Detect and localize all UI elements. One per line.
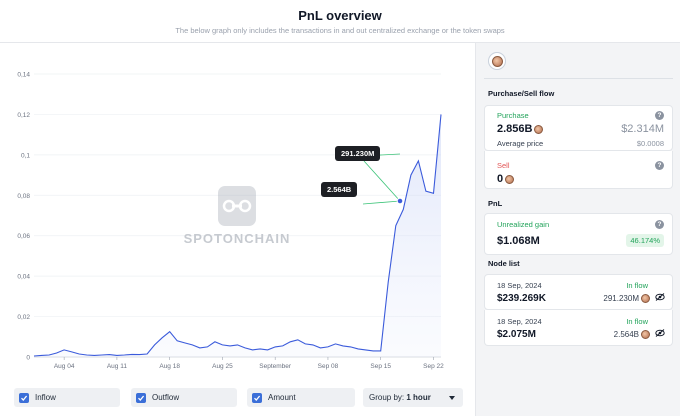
node-usd: $239.269K xyxy=(497,293,546,304)
outflow-checkbox[interactable] xyxy=(136,392,146,403)
x-tick-label: Sep 22 xyxy=(423,363,444,370)
panel-divider xyxy=(484,78,673,79)
unrealized-card: Unrealized gain ? $1.068M 46.174% xyxy=(484,213,673,255)
node-list-title: Node list xyxy=(488,259,520,268)
purchase-sell-title: Purchase/Sell flow xyxy=(488,89,555,98)
sell-label: Sell xyxy=(497,161,510,170)
y-tick-label: 0,1 xyxy=(21,152,30,159)
node-amount-row: 291.230M xyxy=(603,294,650,304)
eye-off-icon[interactable] xyxy=(655,329,665,337)
x-tick-label: Aug 18 xyxy=(159,363,180,370)
node-amount-row: 2.564B xyxy=(613,330,650,340)
x-tick-label: Sep 15 xyxy=(370,363,391,370)
purchase-amount-row: 2.856B xyxy=(497,123,544,135)
page-title: PnL overview xyxy=(298,8,382,23)
node-usd: $2.075M xyxy=(497,329,536,340)
chart-controls: Inflow Outflow Amount Group by: 1 hour xyxy=(0,383,475,411)
eye-off-icon[interactable] xyxy=(655,293,665,301)
x-tick-label: September xyxy=(259,363,292,370)
sell-amount-row: 0 xyxy=(497,173,515,185)
token-icon xyxy=(534,124,544,134)
annotation-node-point[interactable] xyxy=(396,197,404,205)
x-tick-label: Aug 25 xyxy=(212,363,233,370)
purchase-label: Purchase xyxy=(497,111,529,120)
amount-label: Amount xyxy=(268,393,296,402)
amount-checkbox[interactable] xyxy=(252,392,262,403)
token-icon xyxy=(491,55,503,67)
y-tick-label: 0,02 xyxy=(17,314,30,321)
x-tick-label: Aug 11 xyxy=(107,363,128,370)
sell-card: Sell ? 0 xyxy=(484,151,673,189)
unrealized-label: Unrealized gain xyxy=(497,220,550,229)
header: PnL overview The below graph only includ… xyxy=(0,0,680,42)
annotation-connector-1b xyxy=(363,160,401,202)
unrealized-value: $1.068M xyxy=(497,235,540,247)
y-tick-label: 0,12 xyxy=(17,112,30,119)
group-by-text: Group by: 1 hour xyxy=(369,393,431,402)
watermark-text: SPOTONCHAIN xyxy=(184,231,291,246)
chart-svg[interactable]: 0 0,02 0,04 0,06 0,08 0,1 0,12 0,14 Aug 04 Aug 1… xyxy=(0,43,475,373)
purchase-help-icon[interactable]: ? xyxy=(655,111,664,120)
token-icon xyxy=(505,174,515,184)
watermark-logo xyxy=(218,186,256,226)
token-icon xyxy=(641,294,650,304)
group-by-value: 1 hour xyxy=(406,393,431,402)
unrealized-help-icon[interactable]: ? xyxy=(655,220,664,229)
purchase-card: Purchase ? 2.856B $2.314M Average price … xyxy=(484,105,673,151)
outflow-toggle[interactable]: Outflow xyxy=(131,388,237,407)
annotation-tooltip-2[interactable]: 2.564B xyxy=(321,182,358,197)
token-icon xyxy=(641,330,650,340)
watermark-logo-link-right xyxy=(238,199,252,213)
y-axis-ticks: 0 0,02 0,04 0,06 0,08 0,1 0,12 0,14 xyxy=(17,72,30,362)
inflow-checkbox[interactable] xyxy=(19,392,29,403)
y-tick-label: 0,14 xyxy=(17,72,30,79)
chevron-down-icon xyxy=(449,395,455,400)
node-date: 18 Sep, 2024 xyxy=(497,281,542,290)
watermark-logo-link-left xyxy=(222,199,236,213)
purchase-amount: 2.856B xyxy=(497,123,533,135)
average-price-label: Average price xyxy=(497,139,544,148)
purchase-usd: $2.314M xyxy=(621,123,664,135)
y-tick-label: 0,08 xyxy=(17,193,30,200)
node-flow: In flow xyxy=(626,317,648,326)
group-by-select[interactable]: Group by: 1 hour xyxy=(363,388,463,407)
series-area xyxy=(34,114,441,358)
watermark-logo-box xyxy=(218,186,256,226)
node-list-item[interactable]: 18 Sep, 2024 In flow $239.269K 291.230M xyxy=(484,274,673,310)
inflow-toggle[interactable]: Inflow xyxy=(14,388,120,407)
annotation-connector-2 xyxy=(362,200,401,205)
watermark-logo-link-bar xyxy=(232,204,242,208)
side-panel: Purchase/Sell flow Purchase ? 2.856B $2.… xyxy=(475,43,680,416)
header-divider xyxy=(0,42,680,43)
series-line xyxy=(33,114,442,357)
sell-help-icon[interactable]: ? xyxy=(655,161,664,170)
x-tick-label: Sep 08 xyxy=(318,363,339,370)
pnl-title: PnL xyxy=(488,199,503,208)
inflow-label: Inflow xyxy=(35,393,56,402)
average-price-value: $0.0008 xyxy=(636,139,664,148)
outflow-label: Outflow xyxy=(152,393,180,402)
pnl-chart[interactable]: 0 0,02 0,04 0,06 0,08 0,1 0,12 0,14 Aug 04 Aug 1… xyxy=(0,43,475,373)
token-avatar[interactable] xyxy=(488,52,506,70)
page-subtitle: The below graph only includes the transa… xyxy=(175,26,505,35)
sell-amount: 0 xyxy=(497,173,504,185)
annotation-tooltip-1[interactable]: 291.230M xyxy=(335,146,381,161)
node-flow: In flow xyxy=(626,281,648,290)
x-tick-label: Aug 04 xyxy=(54,363,75,370)
unrealized-pct-badge: 46.174% xyxy=(626,234,664,247)
node-list-item[interactable]: 18 Sep, 2024 In flow $2.075M 2.564B xyxy=(484,310,673,346)
y-tick-label: 0,04 xyxy=(17,274,30,281)
node-amount: 291.230M xyxy=(603,294,639,303)
x-axis-ticks: Aug 04 Aug 11 Aug 18 Aug 25 September Sep 08 S… xyxy=(54,357,444,370)
y-tick-label: 0,06 xyxy=(17,233,30,240)
node-amount: 2.564B xyxy=(613,330,639,339)
node-date: 18 Sep, 2024 xyxy=(497,317,542,326)
group-by-prefix: Group by: xyxy=(369,393,405,402)
amount-toggle[interactable]: Amount xyxy=(247,388,355,407)
y-tick-label: 0 xyxy=(26,355,30,362)
